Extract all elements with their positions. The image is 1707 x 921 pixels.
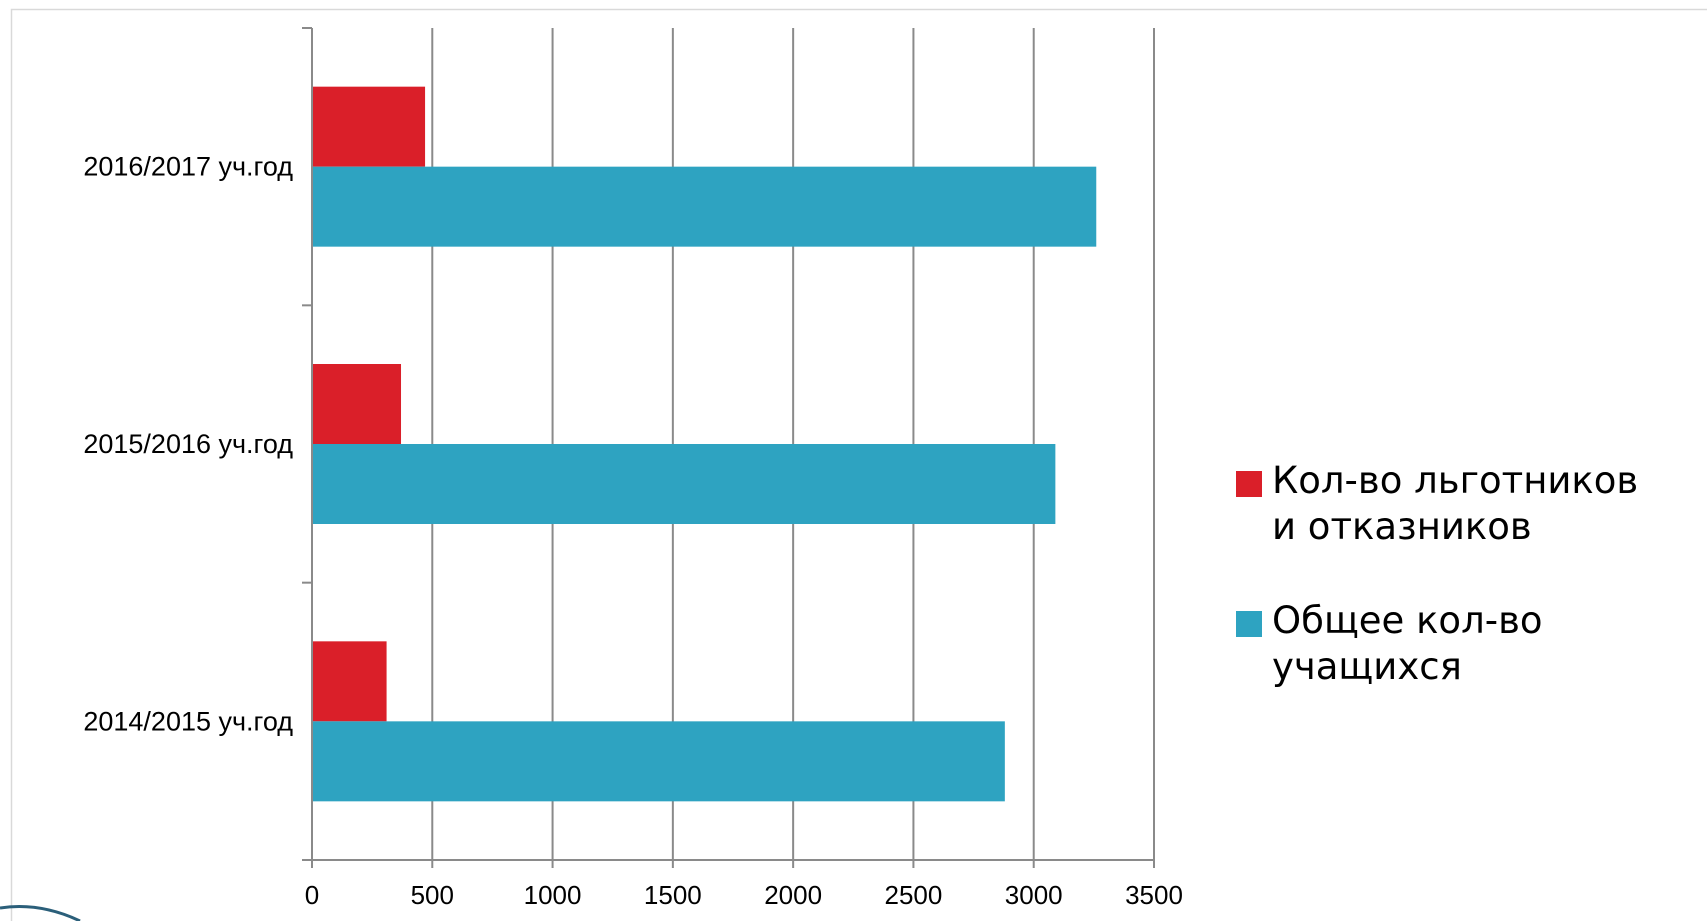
x-tick-label: 3500 xyxy=(1125,880,1183,910)
legend: Кол-во льготников и отказников Общее кол… xyxy=(1236,458,1706,690)
category-label: 2014/2015 уч.год xyxy=(83,706,293,736)
chart-frame xyxy=(10,8,1707,921)
x-tick-label: 1000 xyxy=(524,880,582,910)
x-tick-label: 0 xyxy=(305,880,319,910)
x-tick-label: 500 xyxy=(411,880,454,910)
category-label: 2016/2017 уч.год xyxy=(83,152,293,182)
x-tick-label: 2000 xyxy=(764,880,822,910)
legend-item-benefit: Кол-во льготников и отказников xyxy=(1236,458,1706,550)
bar-total-students xyxy=(312,166,1097,247)
legend-label-total-line1: Общее кол-во xyxy=(1272,599,1543,642)
bar-benefit-students xyxy=(312,86,426,167)
x-tick-label: 1500 xyxy=(644,880,702,910)
bar-benefit-students xyxy=(312,641,387,722)
category-label: 2015/2016 уч.год xyxy=(83,429,293,459)
bar-total-students xyxy=(312,721,1005,802)
bar-benefit-students xyxy=(312,364,402,444)
x-tick-label: 3000 xyxy=(1005,880,1063,910)
legend-label-benefit-line1: Кол-во льготников xyxy=(1272,459,1639,502)
legend-swatch-total xyxy=(1236,611,1262,637)
legend-swatch-benefit xyxy=(1236,471,1262,497)
legend-label-total-line2: учащихся xyxy=(1272,645,1462,688)
legend-item-total: Общее кол-во учащихся xyxy=(1236,598,1706,690)
slide-swoosh-decoration xyxy=(0,905,81,921)
x-tick-label: 2500 xyxy=(885,880,943,910)
legend-label-benefit-line2: и отказников xyxy=(1272,505,1532,548)
bar-total-students xyxy=(312,444,1056,524)
